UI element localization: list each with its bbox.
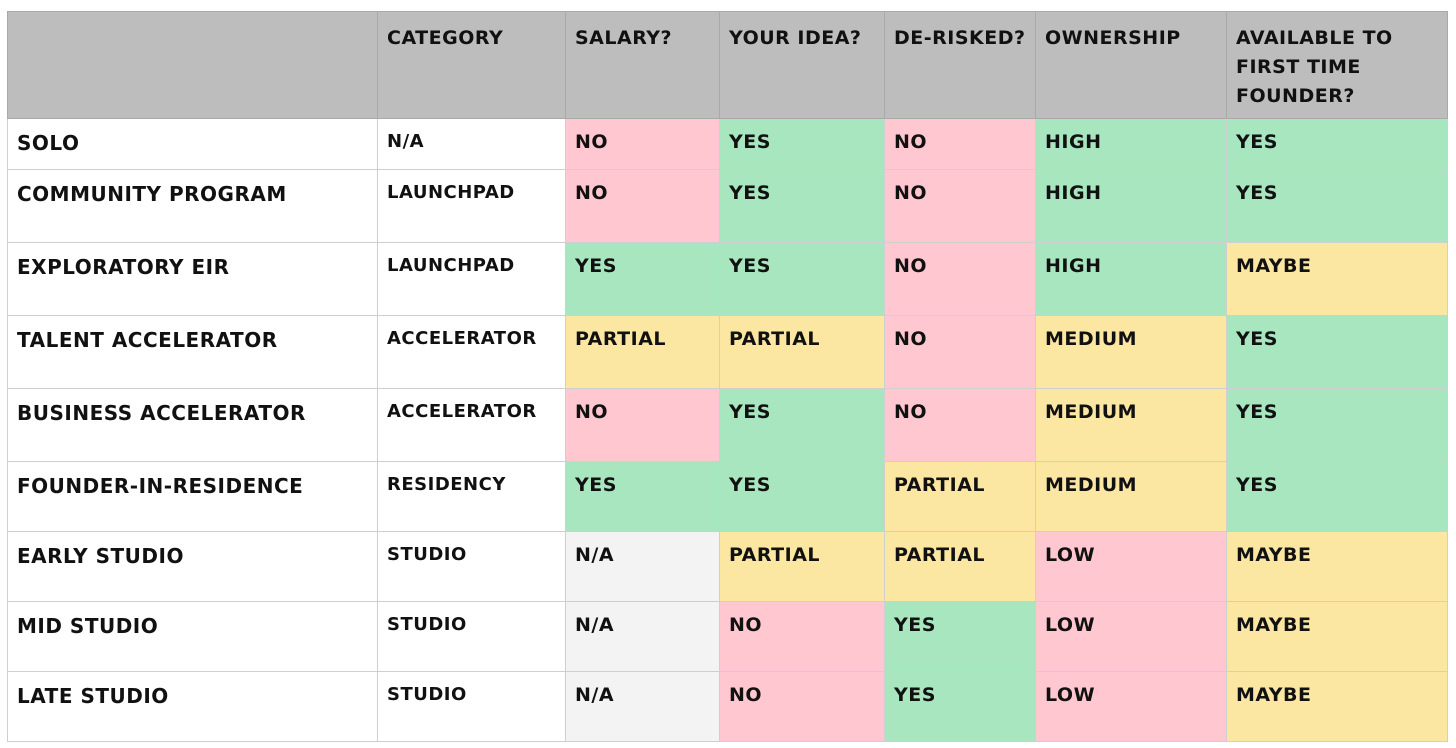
de-risked-cell: No bbox=[884, 118, 1036, 170]
table-row: Solo N/A No Yes No High Yes bbox=[7, 118, 1448, 170]
ownership-cell: Low bbox=[1035, 671, 1227, 742]
header-cell-ownership: Ownership bbox=[1035, 11, 1227, 119]
salary-cell: N/A bbox=[565, 601, 720, 672]
ownership-cell: High bbox=[1035, 169, 1227, 243]
row-label: Mid Studio bbox=[7, 601, 378, 672]
category-cell: Studio bbox=[377, 601, 566, 672]
your-idea-cell: No bbox=[719, 671, 885, 742]
header-cell-category: Category bbox=[377, 11, 566, 119]
first-time-founder-cell: Maybe bbox=[1226, 242, 1448, 316]
row-label: Early Studio bbox=[7, 531, 378, 602]
your-idea-cell: Yes bbox=[719, 169, 885, 243]
salary-cell: N/A bbox=[565, 671, 720, 742]
your-idea-cell: Partial bbox=[719, 315, 885, 389]
salary-cell: Partial bbox=[565, 315, 720, 389]
ownership-cell: High bbox=[1035, 118, 1227, 170]
table-row: Founder-in-Residence Residency Yes Yes P… bbox=[7, 461, 1448, 532]
header-row: Category Salary? Your idea? De-risked? O… bbox=[7, 11, 1448, 119]
table-row: Mid Studio Studio N/A No Yes Low Maybe bbox=[7, 601, 1448, 672]
salary-cell: Yes bbox=[565, 461, 720, 532]
de-risked-cell: Partial bbox=[884, 531, 1036, 602]
category-cell: Studio bbox=[377, 671, 566, 742]
your-idea-cell: Yes bbox=[719, 118, 885, 170]
row-label: Business Accelerator bbox=[7, 388, 378, 462]
your-idea-cell: Yes bbox=[719, 242, 885, 316]
row-label: Late Studio bbox=[7, 671, 378, 742]
category-cell: Launchpad bbox=[377, 242, 566, 316]
salary-cell: N/A bbox=[565, 531, 720, 602]
header-cell-first-time-founder: Available to first time founder? bbox=[1226, 11, 1448, 119]
your-idea-cell: Yes bbox=[719, 461, 885, 532]
comparison-sheet: Category Salary? Your idea? De-risked? O… bbox=[7, 11, 1448, 742]
your-idea-cell: Partial bbox=[719, 531, 885, 602]
salary-cell: No bbox=[565, 118, 720, 170]
first-time-founder-cell: Yes bbox=[1226, 169, 1448, 243]
first-time-founder-cell: Maybe bbox=[1226, 671, 1448, 742]
de-risked-cell: No bbox=[884, 388, 1036, 462]
table-row: Early Studio Studio N/A Partial Partial … bbox=[7, 531, 1448, 602]
category-cell: Accelerator bbox=[377, 315, 566, 389]
first-time-founder-cell: Maybe bbox=[1226, 531, 1448, 602]
ownership-cell: Medium bbox=[1035, 388, 1227, 462]
de-risked-cell: Yes bbox=[884, 671, 1036, 742]
de-risked-cell: Partial bbox=[884, 461, 1036, 532]
category-cell: Studio bbox=[377, 531, 566, 602]
first-time-founder-cell: Yes bbox=[1226, 315, 1448, 389]
salary-cell: No bbox=[565, 169, 720, 243]
founder-paths-table: Category Salary? Your idea? De-risked? O… bbox=[7, 11, 1448, 742]
category-cell: Accelerator bbox=[377, 388, 566, 462]
ownership-cell: Low bbox=[1035, 531, 1227, 602]
row-label: Community Program bbox=[7, 169, 378, 243]
table-row: Community Program Launchpad No Yes No Hi… bbox=[7, 169, 1448, 243]
header-cell-de-risked: De-risked? bbox=[884, 11, 1036, 119]
first-time-founder-cell: Yes bbox=[1226, 388, 1448, 462]
row-label: Founder-in-Residence bbox=[7, 461, 378, 532]
header-cell-blank bbox=[7, 11, 378, 119]
category-cell: Residency bbox=[377, 461, 566, 532]
first-time-founder-cell: Yes bbox=[1226, 118, 1448, 170]
table-row: Late Studio Studio N/A No Yes Low Maybe bbox=[7, 671, 1448, 742]
de-risked-cell: No bbox=[884, 242, 1036, 316]
ownership-cell: Medium bbox=[1035, 315, 1227, 389]
row-label: Exploratory EIR bbox=[7, 242, 378, 316]
table-row: Business Accelerator Accelerator No Yes … bbox=[7, 388, 1448, 462]
ownership-cell: High bbox=[1035, 242, 1227, 316]
header-cell-your-idea: Your idea? bbox=[719, 11, 885, 119]
category-cell: N/A bbox=[377, 118, 566, 170]
header-cell-salary: Salary? bbox=[565, 11, 720, 119]
ownership-cell: Low bbox=[1035, 601, 1227, 672]
category-cell: Launchpad bbox=[377, 169, 566, 243]
ownership-cell: Medium bbox=[1035, 461, 1227, 532]
first-time-founder-cell: Yes bbox=[1226, 461, 1448, 532]
de-risked-cell: No bbox=[884, 315, 1036, 389]
table-row: Talent Accelerator Accelerator Partial P… bbox=[7, 315, 1448, 389]
first-time-founder-cell: Maybe bbox=[1226, 601, 1448, 672]
row-label: Solo bbox=[7, 118, 378, 170]
your-idea-cell: Yes bbox=[719, 388, 885, 462]
salary-cell: Yes bbox=[565, 242, 720, 316]
table-row: Exploratory EIR Launchpad Yes Yes No Hig… bbox=[7, 242, 1448, 316]
de-risked-cell: No bbox=[884, 169, 1036, 243]
salary-cell: No bbox=[565, 388, 720, 462]
your-idea-cell: No bbox=[719, 601, 885, 672]
de-risked-cell: Yes bbox=[884, 601, 1036, 672]
row-label: Talent Accelerator bbox=[7, 315, 378, 389]
